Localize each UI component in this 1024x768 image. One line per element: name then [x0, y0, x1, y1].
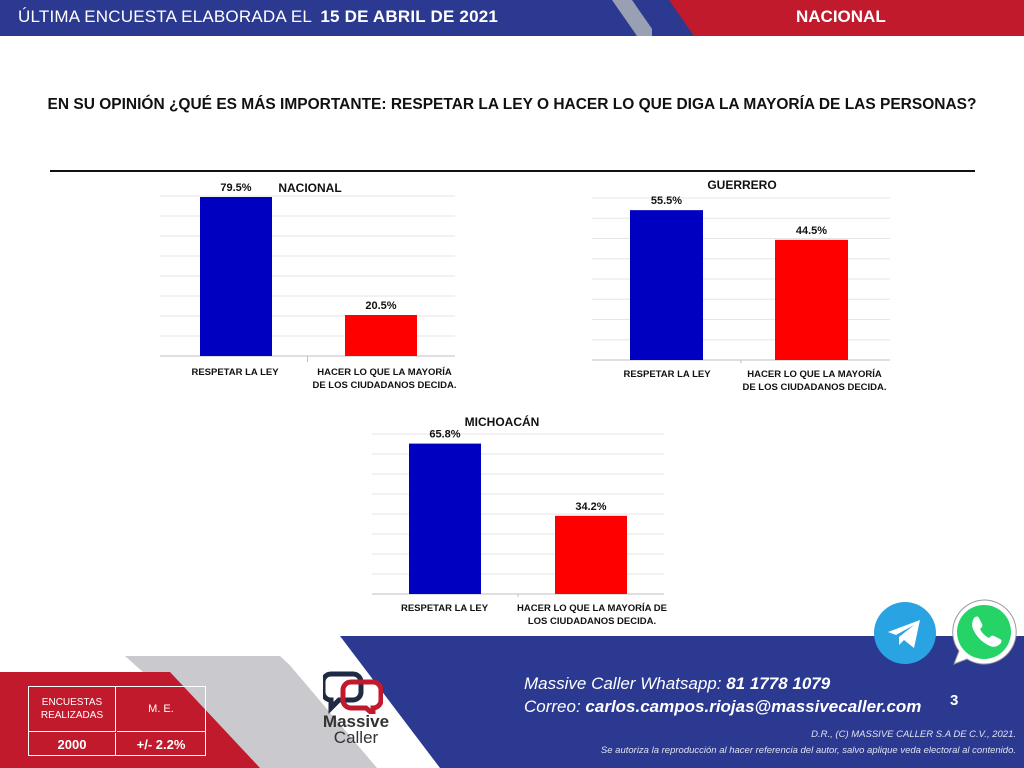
chart-title: MICHOACÁN — [464, 415, 540, 429]
data-label: 79.5% — [220, 182, 251, 194]
bar-mayoria-decida — [775, 239, 848, 360]
brand-name-line2: Caller — [333, 728, 379, 747]
header-red-block — [669, 0, 1024, 36]
bar-respetar-la-ley — [200, 197, 272, 356]
category-label: RESPETAR LA LEY — [623, 369, 711, 380]
category-label: RESPETAR LA LEY — [191, 367, 279, 378]
data-label: 34.2% — [575, 501, 606, 513]
header-region: NACIONAL — [796, 7, 886, 26]
bar-respetar-la-ley — [630, 210, 703, 360]
surveys-value: 2000 — [29, 733, 116, 755]
email-contact: Correo: carlos.campos.riojas@massivecall… — [524, 697, 921, 717]
whatsapp-number[interactable]: 81 1778 1079 — [726, 674, 831, 693]
brand-name-line1: Massive — [322, 712, 390, 731]
header-stripe — [612, 0, 652, 36]
massive-caller-logo — [323, 671, 383, 714]
chart-nacional: NACIONAL 79.5% 20.5% RESPETAR LA LEY HACE… — [160, 178, 460, 391]
data-label: 65.8% — [429, 429, 460, 441]
data-label: 20.5% — [365, 300, 396, 312]
header-survey-date: ÚLTIMA ENCUESTA ELABORADA EL 15 DE ABRIL… — [18, 7, 498, 27]
margin-error-label: M. E. — [117, 687, 205, 732]
telegram-icon[interactable] — [874, 602, 936, 664]
bar-mayoria-decida — [345, 315, 417, 356]
whatsapp-icon[interactable] — [948, 596, 1020, 668]
margin-error-value: +/- 2.2% — [136, 736, 186, 752]
header-date: 15 DE ABRIL DE 2021 — [320, 7, 499, 26]
category-label: HACER LO QUE LA MAYORÍA DE LOS CIUDADANO… — [517, 603, 667, 627]
header-left-text: ÚLTIMA ENCUESTA ELABORADA EL — [18, 7, 312, 26]
divider-line — [50, 170, 975, 172]
chart-title: NACIONAL — [278, 181, 342, 195]
page-number: 3 — [950, 692, 959, 709]
survey-question: EN SU OPINIÓN ¿QUÉ ES MÁS IMPORTANTE: RE… — [47, 96, 977, 113]
whatsapp-contact: Massive Caller Whatsapp: 81 1778 1079 — [524, 674, 830, 694]
surveys-label: ENCUESTAS REALIZADAS — [29, 687, 116, 732]
category-label: HACER LO QUE LA MAYORÍA DE LOS CIUDADANO… — [742, 369, 887, 393]
category-label: RESPETAR LA LEY — [400, 603, 489, 614]
category-label: HACER LO QUE LA MAYORÍA DE LOS CIUDADANO… — [312, 367, 457, 391]
bar-respetar-la-ley — [409, 443, 481, 594]
chart-title: GUERRERO — [707, 178, 777, 192]
header-bar — [0, 0, 1024, 36]
survey-stats-table: ENCUESTAS REALIZADAS M. E. 2000 +/- 2.2% — [28, 686, 206, 756]
data-label: 44.5% — [796, 225, 827, 237]
chart-michoacan: MICHOACÁN 65.8% 34.2% RESPETAR LA LEY HAC… — [372, 412, 672, 632]
chart-guerrero: GUERRERO 55.5% 44.5% RESPETAR LA LEY HACE… — [592, 178, 892, 398]
data-label: 55.5% — [651, 195, 682, 207]
chart-plot: 79.5% 20.5% — [160, 182, 455, 362]
chart-plot: 65.8% 34.2% — [372, 429, 664, 597]
whatsapp-label: Massive Caller Whatsapp: — [524, 674, 722, 693]
bar-mayoria-decida — [555, 515, 627, 594]
email-label: Correo: — [524, 697, 581, 716]
chart-plot: 55.5% 44.5% — [592, 195, 890, 363]
telegram-plane-icon — [888, 620, 920, 648]
legal-notice: Se autoriza la reproducción al hacer ref… — [600, 745, 1016, 756]
email-address[interactable]: carlos.campos.riojas@massivecaller.com — [585, 697, 922, 716]
legal-copyright: D.R., (C) MASSIVE CALLER S.A DE C.V., 20… — [811, 729, 1016, 740]
